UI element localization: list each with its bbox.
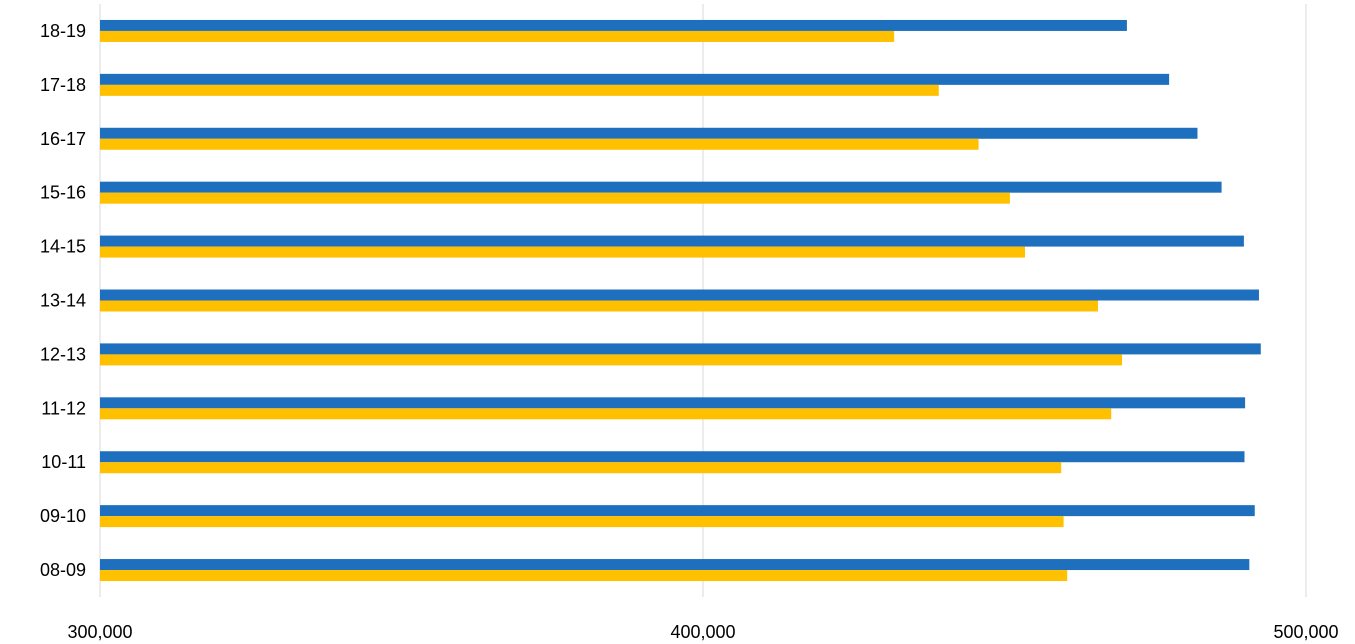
bar-series1-09-10 (100, 505, 1255, 517)
bar-series1-12-13 (100, 343, 1261, 355)
bar-series1-10-11 (100, 451, 1245, 463)
y-tick-label: 10-11 (41, 452, 86, 472)
bar-series1-17-18 (100, 73, 1170, 85)
bar-series2-08-09 (100, 570, 1068, 582)
bar-series1-16-17 (100, 127, 1198, 139)
bar-series1-18-19 (100, 19, 1127, 31)
bar-series2-12-13 (100, 354, 1123, 366)
bar-series1-08-09 (100, 559, 1250, 571)
bar-series2-16-17 (100, 138, 979, 150)
x-tick-label: 400,000 (670, 622, 735, 642)
bar-series2-09-10 (100, 516, 1064, 528)
bar-series1-14-15 (100, 235, 1244, 247)
x-tick-label: 300,000 (67, 622, 132, 642)
bar-series2-13-14 (100, 300, 1098, 312)
bar-series2-10-11 (100, 462, 1062, 474)
y-tick-label: 12-13 (40, 344, 86, 364)
y-tick-label: 09-10 (40, 506, 86, 526)
y-tick-label: 14-15 (40, 237, 86, 257)
x-axis-labels: 300,000 400,000 500,000 (67, 622, 1338, 642)
bar-series2-18-19 (100, 30, 895, 42)
bars (100, 19, 1261, 582)
y-tick-label: 17-18 (40, 75, 86, 95)
y-tick-label: 16-17 (40, 129, 86, 149)
bar-series2-17-18 (100, 84, 939, 96)
y-tick-label: 15-16 (40, 183, 86, 203)
bar-series2-14-15 (100, 246, 1026, 258)
bar-series1-11-12 (100, 397, 1246, 409)
bar-series1-15-16 (100, 181, 1222, 193)
bar-series1-13-14 (100, 289, 1259, 301)
y-tick-label: 13-14 (40, 291, 86, 311)
y-tick-label: 18-19 (40, 21, 86, 41)
y-tick-label: 08-09 (40, 560, 86, 580)
x-tick-label: 500,000 (1273, 622, 1338, 642)
y-axis-labels: 08-09 09-10 10-11 11-12 12-13 13-14 14-15 15-16… (40, 21, 86, 580)
bar-series2-11-12 (100, 408, 1112, 420)
bar-series2-15-16 (100, 192, 1010, 204)
y-tick-label: 11-12 (41, 398, 86, 418)
